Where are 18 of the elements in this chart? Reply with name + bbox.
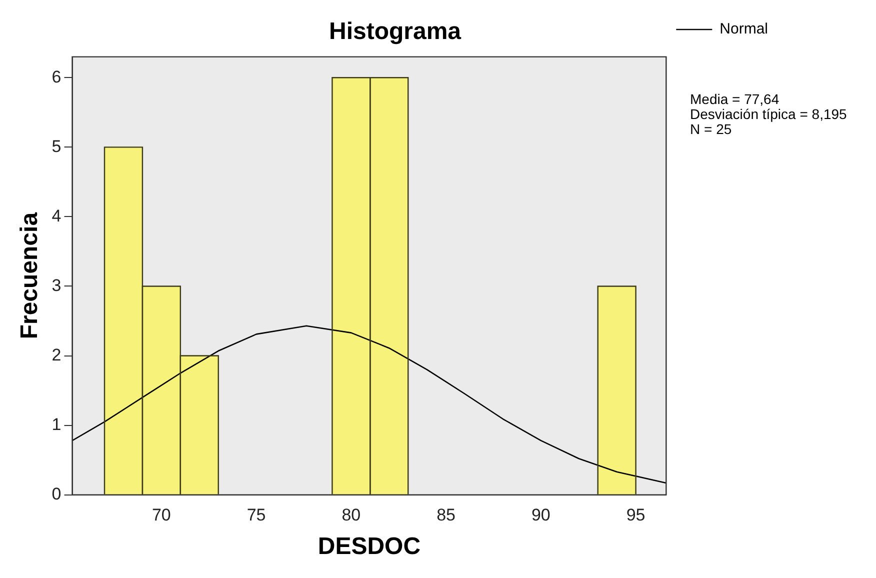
y-tick-label: 3 <box>52 276 62 295</box>
x-tick-label: 80 <box>342 506 361 525</box>
x-tick-label: 75 <box>246 506 266 525</box>
legend-label: Normal <box>720 20 768 38</box>
y-tick-label: 5 <box>52 136 62 156</box>
x-tick-label: 70 <box>152 506 171 525</box>
y-tick-label: 0 <box>52 484 62 504</box>
y-tick-label: 1 <box>52 414 62 434</box>
y-tick-label: 4 <box>52 206 62 226</box>
y-tick-label: 2 <box>52 345 62 364</box>
x-tick-label: 95 <box>626 506 646 525</box>
y-axis-title: Frecuencia <box>16 212 44 340</box>
y-tick-label: 6 <box>52 67 62 86</box>
x-axis-title: DESDOC <box>318 533 421 560</box>
statistics-note: Media = 77,64 Desviación típica = 8,195 N = 25 <box>690 92 848 137</box>
chart-title: Histograma <box>328 18 462 46</box>
x-tick-label: 85 <box>436 506 456 525</box>
x-tick-label: 90 <box>531 506 550 525</box>
